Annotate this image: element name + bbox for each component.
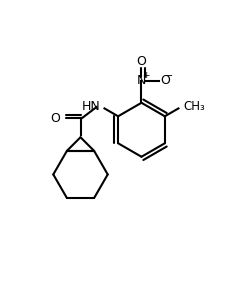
Text: N: N	[137, 74, 146, 87]
Text: O: O	[160, 74, 170, 87]
Text: HN: HN	[81, 100, 100, 113]
Text: O: O	[50, 112, 60, 125]
Text: O: O	[136, 55, 146, 68]
Text: +: +	[142, 71, 150, 80]
Text: −: −	[165, 70, 173, 81]
Text: CH₃: CH₃	[183, 100, 205, 113]
